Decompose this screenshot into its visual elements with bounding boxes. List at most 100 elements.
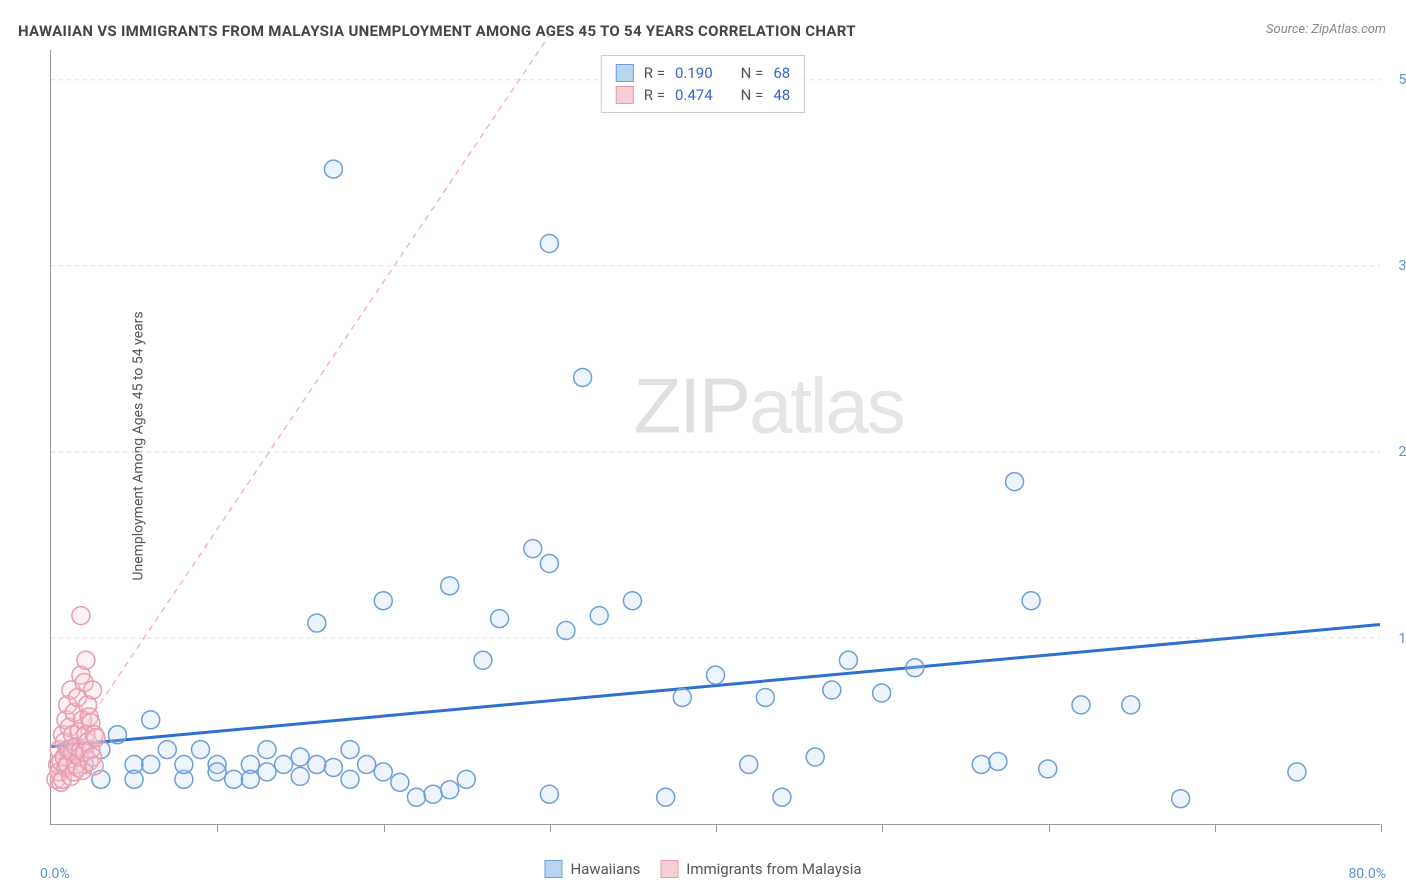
data-point: [72, 607, 90, 625]
plot-svg: [51, 50, 1380, 824]
data-point: [158, 741, 176, 759]
data-point: [740, 755, 758, 773]
series-legend-label: Immigrants from Malaysia: [686, 860, 861, 878]
data-point: [756, 688, 774, 706]
y-tick-label: 12.5%: [1398, 631, 1406, 647]
data-point: [258, 763, 276, 781]
data-point: [873, 684, 891, 702]
data-point: [839, 651, 857, 669]
x-axis-min-label: 0.0%: [40, 866, 70, 882]
chart-container: HAWAIIAN VS IMMIGRANTS FROM MALAYSIA UNE…: [0, 0, 1406, 892]
data-point: [623, 592, 641, 610]
x-tick: [550, 824, 551, 832]
data-point: [540, 785, 558, 803]
data-point: [806, 748, 824, 766]
data-point: [491, 610, 509, 628]
legend-swatch: [616, 64, 634, 82]
data-point: [308, 614, 326, 632]
r-value: 0.190: [675, 64, 713, 82]
r-value: 0.474: [675, 86, 713, 104]
data-point: [192, 741, 210, 759]
x-axis-max-label: 80.0%: [1348, 866, 1386, 882]
y-tick-label: 37.5%: [1398, 258, 1406, 274]
data-point: [989, 752, 1007, 770]
data-point: [1006, 473, 1024, 491]
data-point: [391, 773, 409, 791]
data-point: [1172, 790, 1190, 808]
series-legend-item: Hawaiians: [544, 860, 640, 878]
x-tick: [384, 824, 385, 832]
x-tick: [1049, 824, 1050, 832]
data-point: [291, 767, 309, 785]
series-legend: Hawaiians Immigrants from Malaysia: [544, 860, 861, 878]
data-point: [108, 726, 126, 744]
n-label: N =: [741, 86, 764, 104]
data-point: [258, 741, 276, 759]
source-attribution: Source: ZipAtlas.com: [1266, 22, 1386, 37]
data-point: [87, 729, 105, 747]
data-point: [324, 758, 342, 776]
series-legend-item: Immigrants from Malaysia: [660, 860, 861, 878]
r-label: R =: [644, 64, 665, 82]
x-tick: [882, 824, 883, 832]
data-point: [906, 659, 924, 677]
x-tick: [1215, 824, 1216, 832]
correlation-legend-row: R = 0.190 N = 68: [616, 62, 790, 84]
data-point: [77, 651, 95, 669]
data-point: [308, 755, 326, 773]
data-point: [474, 651, 492, 669]
data-point: [424, 785, 442, 803]
n-value: 48: [773, 86, 790, 104]
data-point: [524, 540, 542, 558]
data-point: [374, 763, 392, 781]
n-label: N =: [741, 64, 764, 82]
data-point: [657, 788, 675, 806]
data-point: [540, 235, 558, 253]
data-point: [972, 755, 990, 773]
chart-title: HAWAIIAN VS IMMIGRANTS FROM MALAYSIA UNE…: [18, 22, 856, 40]
data-point: [457, 770, 475, 788]
data-point: [374, 592, 392, 610]
x-tick: [1381, 824, 1382, 832]
data-point: [1072, 696, 1090, 714]
legend-swatch: [616, 86, 634, 104]
x-tick: [217, 824, 218, 832]
data-point: [441, 577, 459, 595]
data-point: [341, 770, 359, 788]
data-point: [540, 555, 558, 573]
data-point: [84, 681, 102, 699]
data-point: [1039, 760, 1057, 778]
legend-swatch: [544, 860, 562, 878]
correlation-legend: R = 0.190 N = 68 R = 0.474 N = 48: [601, 55, 805, 113]
n-value: 68: [773, 64, 790, 82]
correlation-legend-row: R = 0.474 N = 48: [616, 84, 790, 106]
data-point: [142, 711, 160, 729]
legend-swatch: [660, 860, 678, 878]
data-point: [1288, 763, 1306, 781]
data-point: [241, 770, 259, 788]
data-point: [823, 681, 841, 699]
data-point: [341, 741, 359, 759]
data-point: [673, 688, 691, 706]
y-tick-label: 25.0%: [1398, 444, 1406, 460]
data-point: [291, 748, 309, 766]
plot-area: ZIPatlas 12.5%25.0%37.5%50.0%: [50, 50, 1380, 825]
data-point: [225, 770, 243, 788]
x-tick: [716, 824, 717, 832]
r-label: R =: [644, 86, 665, 104]
data-point: [125, 770, 143, 788]
data-point: [574, 368, 592, 386]
data-point: [1122, 696, 1140, 714]
data-point: [407, 788, 425, 806]
y-tick-label: 50.0%: [1398, 72, 1406, 88]
data-point: [441, 781, 459, 799]
data-point: [324, 160, 342, 178]
data-point: [358, 755, 376, 773]
series-legend-label: Hawaiians: [570, 860, 640, 878]
data-point: [208, 763, 226, 781]
data-point: [1022, 592, 1040, 610]
data-point: [557, 622, 575, 640]
data-point: [175, 755, 193, 773]
data-point: [275, 755, 293, 773]
data-point: [773, 788, 791, 806]
